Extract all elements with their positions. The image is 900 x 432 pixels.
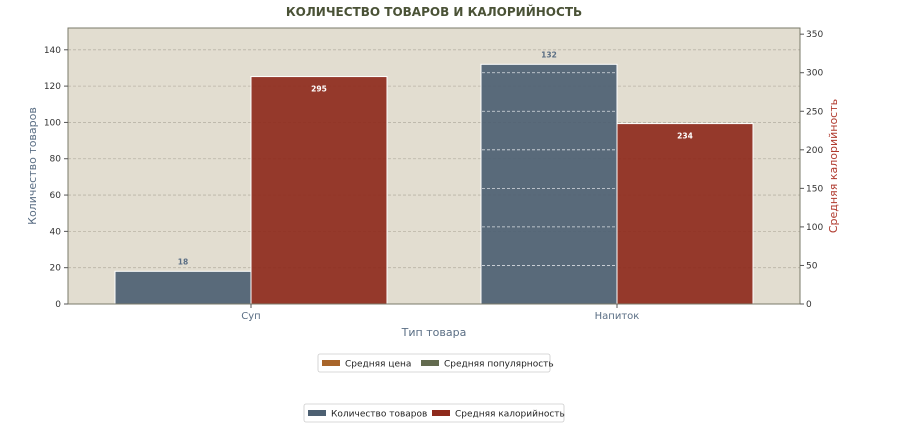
chart-title: КОЛИЧЕСТВО ТОВАРОВ И КАЛОРИЙНОСТЬ bbox=[286, 4, 582, 19]
legend-label: Средняя популярность bbox=[444, 360, 554, 370]
y-right-tick-label: 350 bbox=[806, 30, 823, 40]
plot-frame bbox=[67, 27, 801, 305]
x-tick-label: Суп bbox=[241, 311, 260, 322]
data-label: 295 bbox=[311, 85, 327, 94]
y-left-tick-label: 0 bbox=[55, 300, 61, 310]
bar bbox=[114, 270, 252, 305]
legend-swatch bbox=[432, 410, 450, 416]
legend-swatch bbox=[322, 360, 340, 366]
legend-label: Средняя цена bbox=[345, 360, 411, 370]
legend-label: Количество товаров bbox=[331, 410, 427, 420]
legend-swatch bbox=[308, 410, 326, 416]
y-left-tick-label: 80 bbox=[50, 155, 62, 165]
y-right-tick-label: 0 bbox=[806, 300, 812, 310]
data-label: 132 bbox=[541, 50, 557, 59]
y-right-tick-label: 300 bbox=[806, 69, 823, 79]
y-right-tick-label: 200 bbox=[806, 146, 823, 156]
y-left-tick-label: 40 bbox=[50, 227, 62, 237]
y-right-tick-label: 250 bbox=[806, 107, 823, 117]
data-label: 234 bbox=[677, 132, 693, 141]
data-label: 18 bbox=[178, 257, 188, 266]
y-right-tick-label: 150 bbox=[806, 184, 823, 194]
bar bbox=[480, 63, 618, 305]
x-tick-label: Напиток bbox=[595, 311, 640, 322]
bar bbox=[250, 76, 388, 305]
legend-label: Средняя калорийность bbox=[455, 410, 565, 420]
bar bbox=[616, 123, 754, 305]
y-left-tick-label: 20 bbox=[50, 264, 62, 274]
y-right-axis-label: Средняя калорийность bbox=[827, 99, 840, 233]
y-left-tick-label: 120 bbox=[44, 82, 61, 92]
y-right-tick-label: 50 bbox=[806, 261, 818, 271]
x-axis-label: Тип товара bbox=[401, 326, 467, 339]
y-left-tick-label: 100 bbox=[44, 118, 61, 128]
y-right-tick-label: 100 bbox=[806, 223, 823, 233]
legend-swatch bbox=[421, 360, 439, 366]
y-left-tick-label: 140 bbox=[44, 46, 61, 56]
y-left-tick-label: 60 bbox=[50, 191, 62, 201]
y-left-axis-label: Количество товаров bbox=[26, 107, 39, 225]
